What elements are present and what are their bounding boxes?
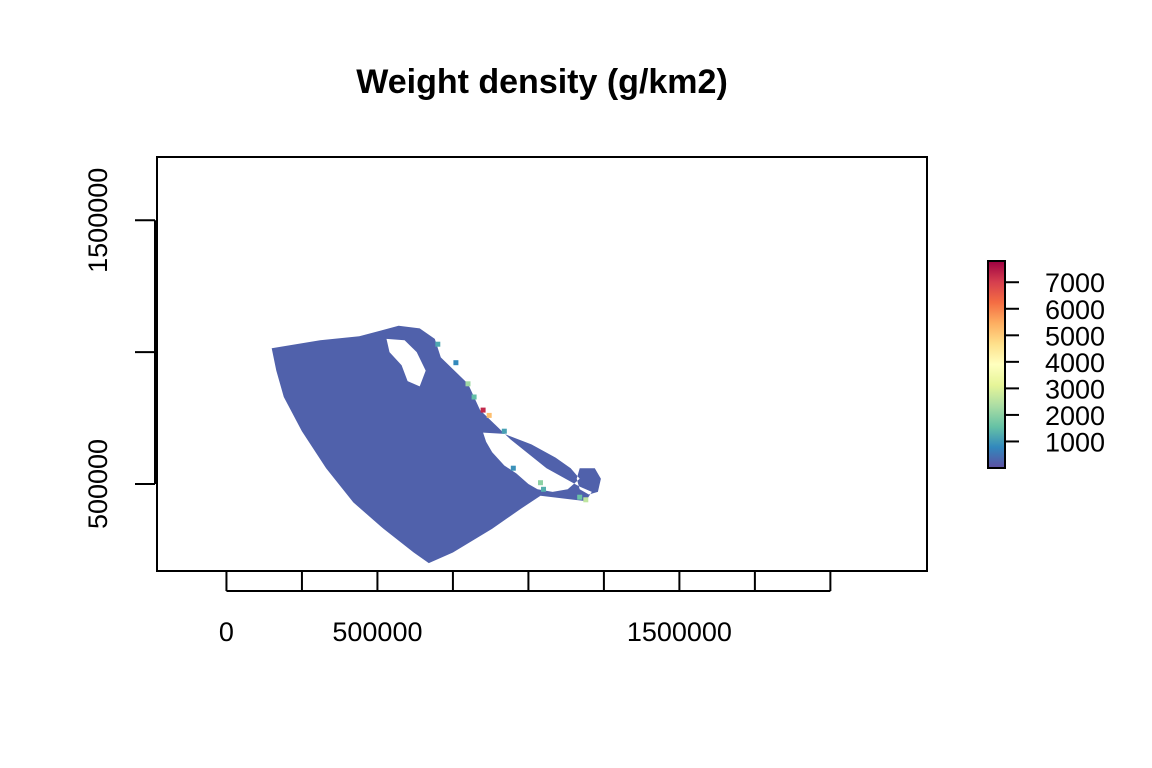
colorbar-tick-label: 7000: [1045, 268, 1105, 298]
density-hotspot: [486, 412, 492, 418]
colorbar-tick-label: 1000: [1045, 427, 1105, 457]
x-tick-label: 0: [219, 617, 234, 647]
density-hotspot: [577, 494, 583, 500]
chart-title: Weight density (g/km2): [356, 63, 728, 101]
colorbar-tick-label: 2000: [1045, 401, 1105, 431]
y-axis: 500000 1500000: [83, 168, 156, 529]
density-hotspot: [583, 497, 589, 503]
plot-frame: [156, 156, 928, 572]
density-region: [271, 325, 601, 564]
y-tick-label: 500000: [83, 439, 113, 529]
density-hotspot: [465, 381, 471, 387]
density-hotspot: [480, 407, 486, 413]
density-hotspots: [435, 341, 589, 503]
density-hotspot: [435, 341, 441, 347]
density-hotspot: [541, 486, 546, 492]
x-tick-label: 500000: [332, 617, 422, 647]
colorbar-tick-label: 6000: [1045, 295, 1105, 325]
colorbar-tick-label: 5000: [1045, 321, 1105, 351]
density-hotspot: [453, 360, 459, 366]
colorbar-tick-label: 4000: [1045, 348, 1105, 378]
density-hotspot: [538, 480, 543, 486]
x-tick-label: 1500000: [627, 617, 732, 647]
density-hotspot: [501, 428, 507, 434]
density-hotspot: [471, 394, 477, 400]
map-plot-area: [271, 325, 601, 564]
y-tick-label: 1500000: [83, 168, 113, 273]
colorbar-tick-label: 3000: [1045, 374, 1105, 404]
colorbar-bar: [987, 260, 1006, 469]
density-hotspot: [510, 465, 516, 471]
x-axis: 0 500000 1500000: [219, 571, 832, 647]
